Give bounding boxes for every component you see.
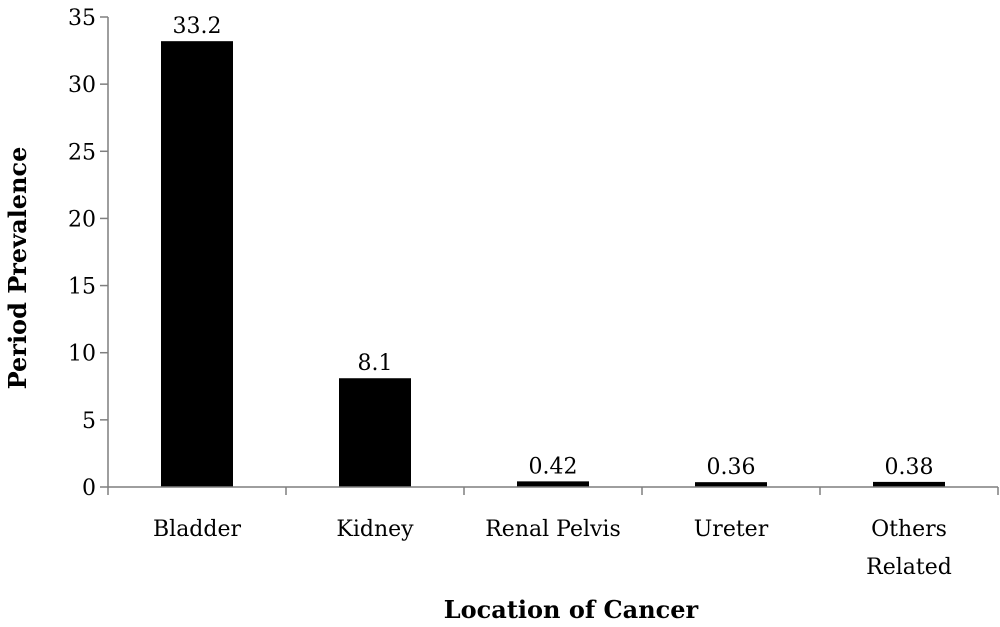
x-category-label-line: Bladder: [153, 517, 242, 542]
x-category-label-line: Related: [866, 555, 952, 580]
bar-ureter: [695, 482, 767, 487]
data-label: 0.36: [707, 455, 756, 480]
x-category-label-line: Ureter: [694, 517, 769, 542]
bar-kidney: [339, 378, 411, 487]
bar-renal-pelvis: [517, 481, 589, 487]
y-tick-label: 30: [68, 73, 96, 98]
axes: [107, 17, 998, 488]
bars: [161, 41, 945, 488]
y-axis-ticks: 0 5 10 15 20 25 30 35: [68, 6, 108, 501]
y-axis-title: Period Prevalence: [3, 147, 32, 390]
x-category-label-line: Others: [871, 517, 947, 542]
bar-bladder: [161, 41, 233, 488]
data-labels: 33.2 8.1 0.42 0.36 0.38: [173, 14, 934, 480]
data-label: 33.2: [173, 14, 222, 39]
y-tick-label: 20: [68, 207, 96, 232]
x-category-label-line: Kidney: [336, 517, 414, 542]
x-axis-title: Location of Cancer: [444, 595, 699, 624]
bar-others-related: [873, 481, 945, 487]
x-category-label: Renal Pelvis: [485, 517, 621, 542]
x-category-label: Kidney: [336, 517, 414, 542]
data-label: 0.42: [529, 454, 578, 479]
y-tick-label: 35: [68, 6, 96, 31]
y-tick-label: 25: [68, 140, 96, 165]
x-category-label: Bladder: [153, 517, 242, 542]
data-label: 0.38: [885, 455, 934, 480]
x-category-label: Ureter: [694, 517, 769, 542]
y-tick-label: 5: [82, 409, 96, 434]
x-axis-ticks: Bladder Kidney Renal Pelvis Ureter Others Rel…: [107, 487, 999, 580]
y-tick-label: 10: [68, 342, 96, 367]
x-category-label: Others Related: [866, 517, 952, 580]
y-tick-label: 0: [82, 476, 96, 501]
x-category-label-line: Renal Pelvis: [485, 517, 621, 542]
data-label: 8.1: [358, 351, 393, 376]
y-tick-label: 15: [68, 275, 96, 300]
